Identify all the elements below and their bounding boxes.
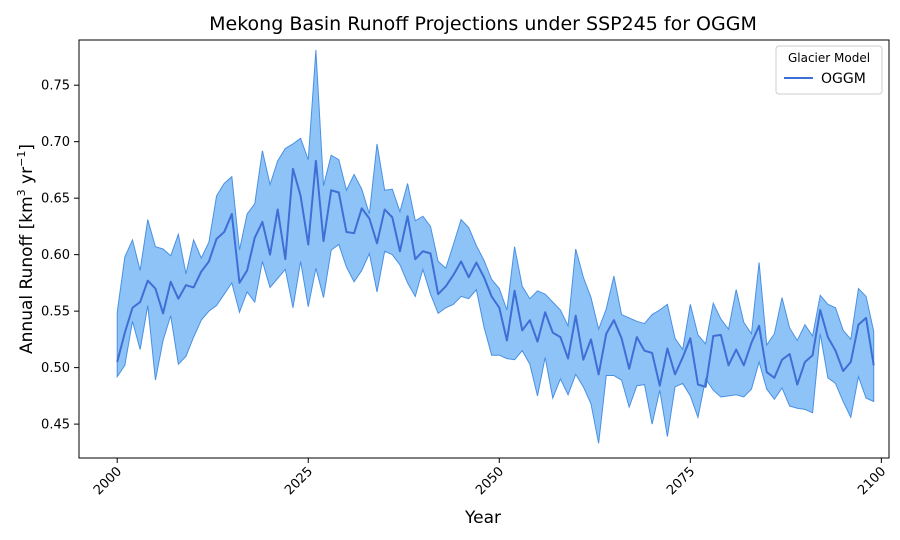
series-line-oggm xyxy=(116,159,875,388)
x-tick-label: 2075 xyxy=(664,464,698,498)
y-tick-label: 0.75 xyxy=(41,79,70,94)
legend-box xyxy=(775,45,883,95)
y-tick-label: 0.65 xyxy=(41,192,70,207)
legend: Glacier Model OGGM xyxy=(775,45,883,95)
plot-area xyxy=(116,50,875,444)
y-tick-label: 0.45 xyxy=(41,418,70,433)
x-tick-label: 2025 xyxy=(282,464,316,498)
legend-label-oggm: OGGM xyxy=(821,71,866,87)
legend-title: Glacier Model xyxy=(788,51,870,65)
chart-title: Mekong Basin Runoff Projections under SS… xyxy=(209,13,757,35)
y-tick-label: 0.50 xyxy=(41,361,70,376)
y-axis-title-sup: 3 xyxy=(15,189,28,196)
plot-frame xyxy=(78,39,890,459)
y-axis-title: Annual Runoff [km3 yr−1] xyxy=(15,144,37,354)
x-tick-label: 2100 xyxy=(855,464,889,498)
x-axis-title: Year xyxy=(464,508,501,528)
uncertainty-band-oggm xyxy=(116,50,875,444)
y-tick-label: 0.60 xyxy=(41,248,70,263)
y-axis: 0.45 0.50 0.55 0.60 0.65 0.70 0.75 xyxy=(41,79,79,433)
y-tick-label: 0.55 xyxy=(41,305,70,320)
x-axis: 2000 2025 2050 2075 2100 xyxy=(91,458,889,498)
y-tick-label: 0.70 xyxy=(41,135,70,150)
y-axis-title-part: Annual Runoff [km xyxy=(17,196,37,354)
y-axis-title-part: ] xyxy=(17,144,37,151)
y-axis-title-sup: −1 xyxy=(15,151,28,167)
x-tick-label: 2000 xyxy=(91,464,125,498)
y-axis-title-part: yr xyxy=(17,167,37,189)
x-tick-label: 2050 xyxy=(473,464,507,498)
